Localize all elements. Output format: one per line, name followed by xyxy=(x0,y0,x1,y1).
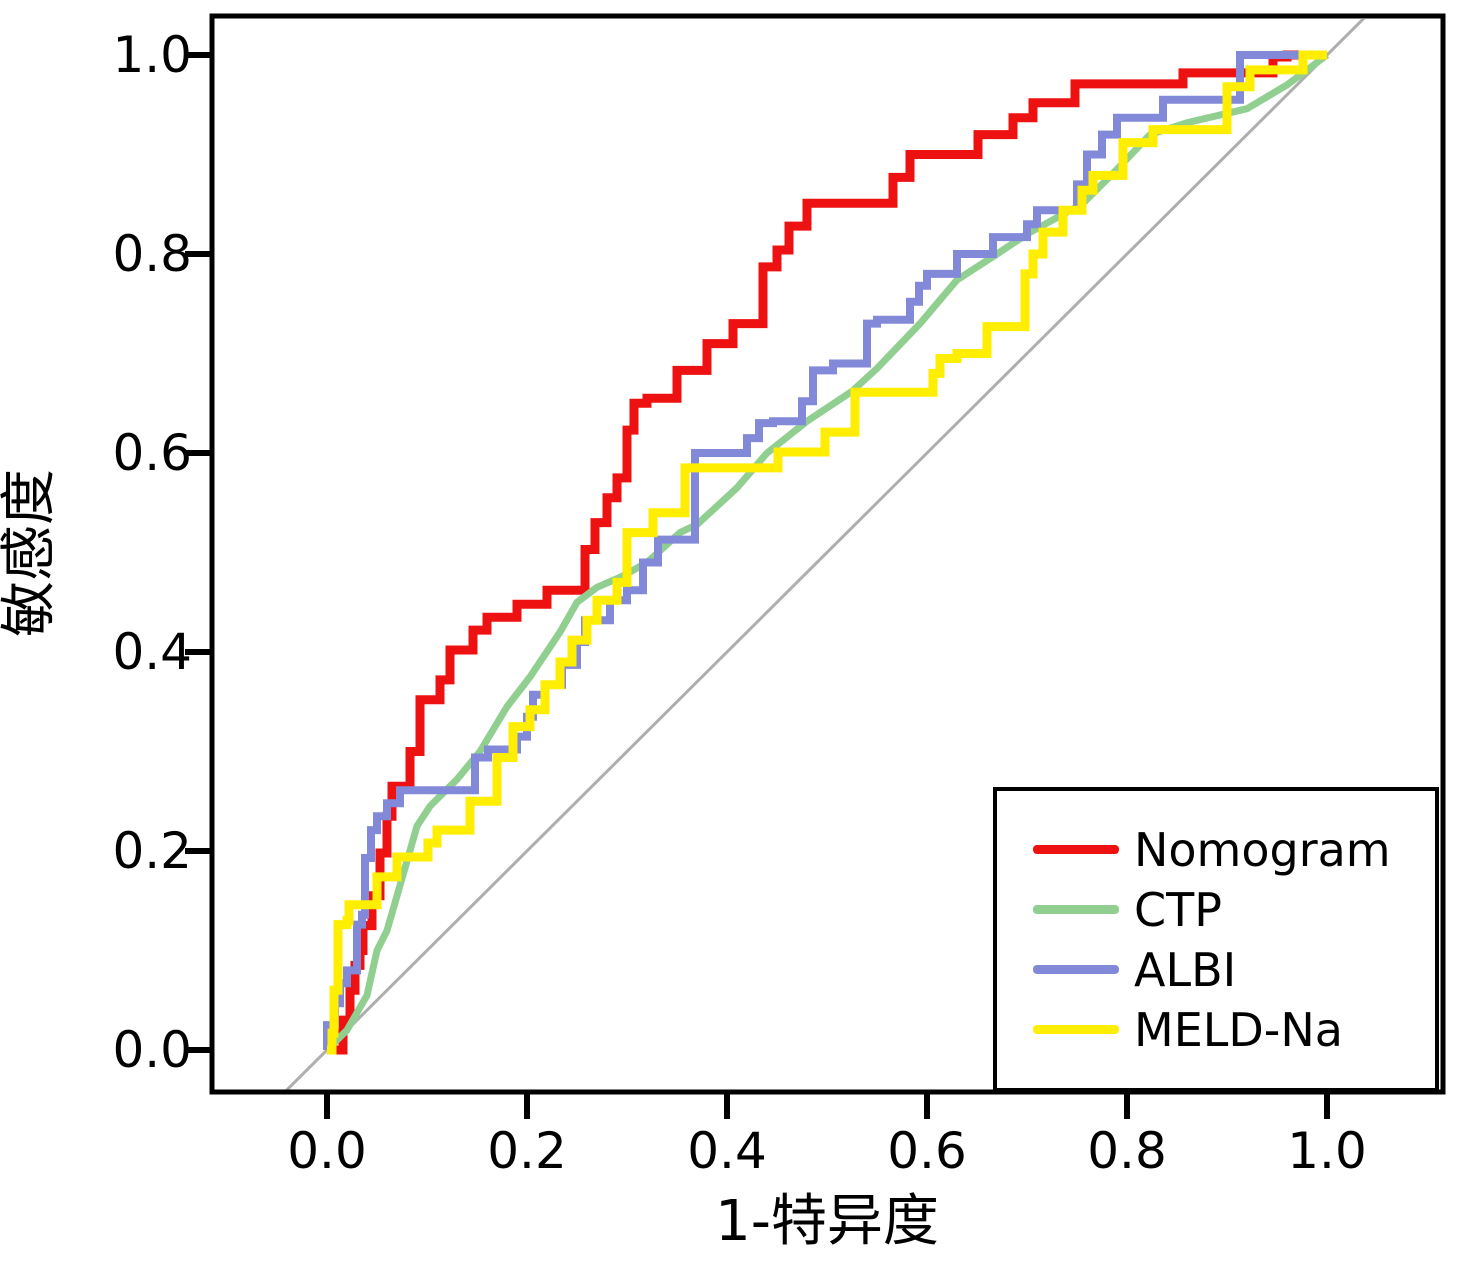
y-tick-label: 0.6 xyxy=(112,424,192,482)
legend-item-albi: ALBI xyxy=(1033,947,1435,993)
y-tick-label: 0.8 xyxy=(112,225,192,283)
legend-item-meld-na: MELD-Na xyxy=(1033,1007,1435,1053)
x-axis-title: 1-特异度 xyxy=(715,1189,939,1254)
legend-item-nomogram: Nomogram xyxy=(1033,827,1435,873)
legend-label-ctp: CTP xyxy=(1134,882,1222,937)
y-tick-label: 0.2 xyxy=(112,822,192,880)
legend-label-albi: ALBI xyxy=(1134,942,1237,997)
y-axis-title: 敏感度 xyxy=(0,469,62,637)
legend-label-meld-na: MELD-Na xyxy=(1134,1002,1343,1057)
y-tick-label: 0.4 xyxy=(112,623,192,681)
x-tick-label: 0.0 xyxy=(287,1122,367,1180)
curve-layer xyxy=(284,19,1366,1090)
x-tick-label: 0.2 xyxy=(487,1122,567,1180)
legend-box: Nomogram CTP ALBI MELD-Na xyxy=(993,787,1439,1092)
roc-curve-meld-na xyxy=(327,50,1327,1055)
nomogram-line-swatch xyxy=(1033,845,1119,854)
axis-layer: 0.0 0.2 0.4 0.6 0.8 1.0 0.0 0.2 0.4 0.6 0.8 1.0 xyxy=(112,13,1446,1180)
legend-label-nomogram: Nomogram xyxy=(1134,822,1391,877)
ctp-line-swatch xyxy=(1033,905,1119,914)
y-tick-label: 0.0 xyxy=(112,1021,192,1079)
x-tick-label: 1.0 xyxy=(1287,1122,1367,1180)
x-tick-label: 0.8 xyxy=(1087,1122,1167,1180)
reference-diagonal-line xyxy=(284,19,1366,1090)
meld-na-line-swatch xyxy=(1033,1025,1119,1034)
roc-curve-albi xyxy=(323,51,1327,1050)
x-tick-label: 0.6 xyxy=(887,1122,967,1180)
x-tick-label: 0.4 xyxy=(687,1122,767,1180)
albi-line-swatch xyxy=(1033,965,1119,974)
y-tick-label: 1.0 xyxy=(112,26,192,84)
plot-border xyxy=(209,13,1446,1095)
legend-item-ctp: CTP xyxy=(1033,887,1435,933)
